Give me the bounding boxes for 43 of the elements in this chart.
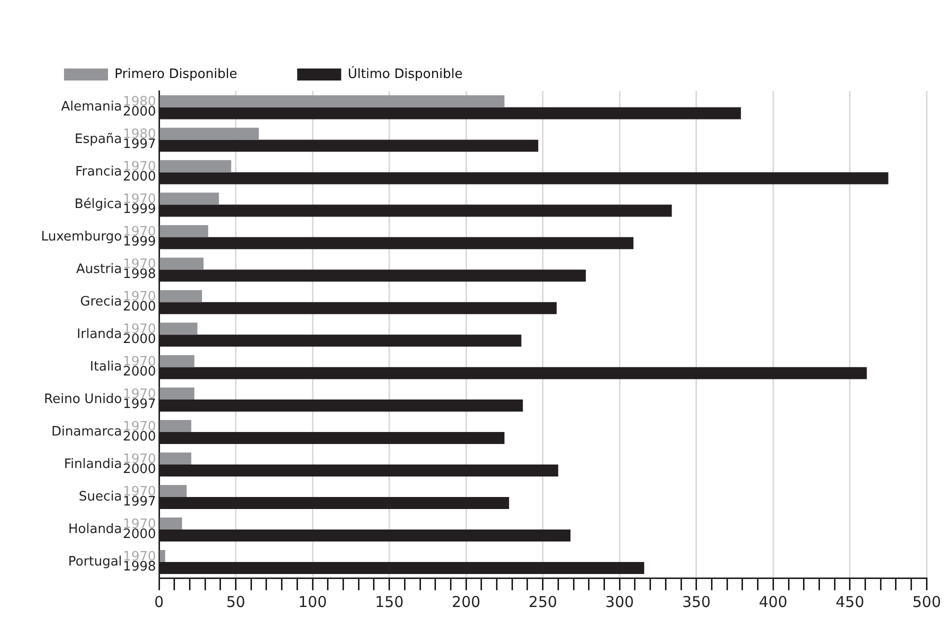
y-tick-label: Alemania — [61, 100, 122, 115]
bar — [160, 225, 208, 238]
bar — [160, 550, 166, 562]
y-tick-label: Italia — [90, 359, 122, 374]
y-tick-label: Austria — [76, 262, 122, 278]
bar — [160, 322, 198, 335]
x-tick-label: 300 — [605, 593, 634, 612]
x-tick-label: 450 — [836, 593, 864, 612]
x-tick-label: 200 — [452, 593, 480, 612]
x-tick-label: 500 — [912, 593, 942, 612]
bar — [160, 160, 232, 172]
y-tick-label: Holanda — [68, 522, 122, 537]
x-tick-label: 150 — [375, 593, 404, 612]
y-tick-label: Portugal — [68, 554, 122, 570]
y-tick-label: Suecia — [78, 489, 122, 504]
bar — [160, 355, 194, 368]
bar — [160, 192, 219, 205]
bar — [160, 452, 192, 465]
x-tick-label: 100 — [298, 593, 327, 612]
x-tick-label: 350 — [682, 593, 711, 612]
bar — [160, 258, 204, 270]
bar — [160, 517, 182, 530]
x-tick-label: 50 — [226, 593, 246, 612]
bar — [160, 420, 192, 432]
y-tick-label: Luxemburgo — [40, 230, 122, 245]
bar — [160, 484, 187, 497]
y-tick-label: Irlanda — [76, 326, 122, 342]
y-tick-label: España — [74, 132, 122, 148]
y-tick-label: Bélgica — [74, 197, 122, 212]
bar — [160, 290, 202, 302]
x-tick-label: 0 — [154, 593, 164, 612]
y-tick-label: Grecia — [80, 294, 122, 310]
y-tick-label: Finlandia — [64, 456, 122, 472]
legend-label: Primero Disponible — [114, 66, 238, 82]
x-tick-label: 400 — [758, 593, 788, 612]
bar — [160, 388, 194, 400]
bar — [160, 95, 504, 108]
y-tick-label: Dinamarca — [51, 424, 122, 440]
bar — [160, 128, 259, 140]
legend-label: Último Disponible — [348, 64, 463, 82]
y-tick-label: Reino Unido — [44, 392, 122, 407]
x-tick-label: 250 — [528, 593, 558, 612]
y-tick-label: Francia — [75, 164, 122, 180]
